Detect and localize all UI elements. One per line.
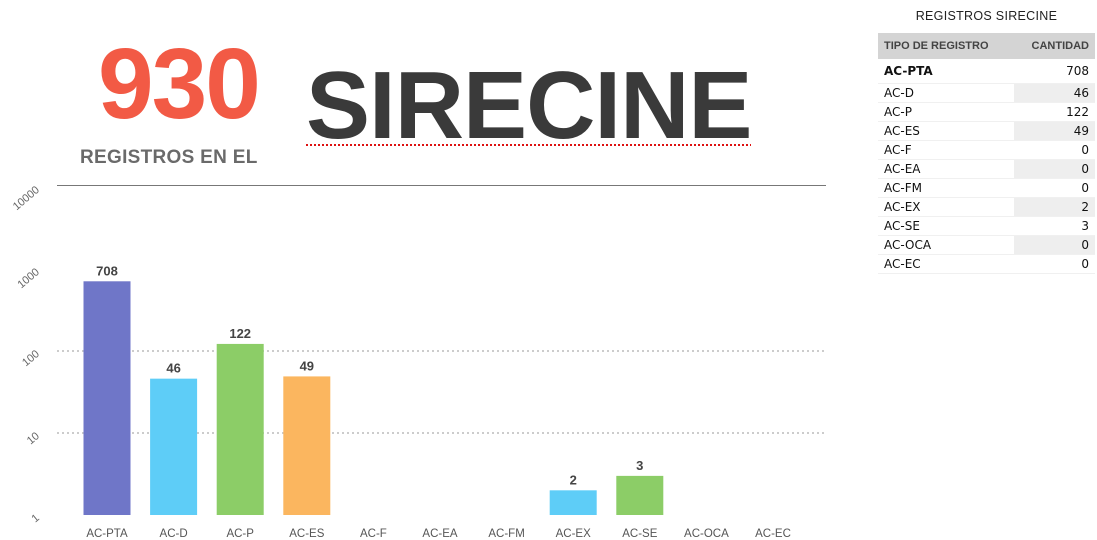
column-header-tipo: TIPO DE REGISTRO [878, 33, 1014, 59]
y-tick-label: 10 [25, 430, 42, 447]
x-tick-label: AC-D [160, 528, 188, 540]
table-row: AC-EC 0 [878, 254, 1095, 274]
x-tick-label: AC-ES [289, 528, 324, 540]
table-cell-tipo: AC-F [878, 140, 1014, 160]
table-cell-tipo: AC-EC [878, 254, 1014, 274]
table-row: AC-OCA 0 [878, 235, 1095, 255]
summary-table: TIPO DE REGISTRO CANTIDAD AC-PTA 708 AC-D 4… [878, 33, 1095, 274]
x-tick-label: AC-P [226, 528, 254, 540]
table-row: AC-ES 49 [878, 121, 1095, 141]
table-cell-tipo: AC-D [878, 83, 1014, 103]
table-cell-cantidad: 708 [1013, 59, 1095, 84]
table-cell-cantidad: 0 [1013, 178, 1095, 198]
table-cell-tipo: AC-EA [878, 159, 1014, 179]
data-label: 49 [300, 358, 314, 373]
bar [216, 343, 264, 515]
table-title: REGISTROS SIRECINE [915, 9, 1058, 23]
summary-table-panel: REGISTROS SIRECINE TIPO DE REGISTRO CANT… [878, 0, 1095, 274]
table-cell-cantidad: 49 [1013, 121, 1095, 141]
table-cell-tipo: AC-FM [878, 178, 1014, 198]
bar [283, 376, 331, 515]
table-row: AC-PTA 708 [878, 59, 1095, 84]
bar [150, 378, 198, 515]
table-cell-cantidad: 0 [1013, 235, 1095, 255]
table-row: AC-SE 3 [878, 216, 1095, 236]
bar [549, 490, 597, 515]
x-tick-label: AC-EA [422, 528, 457, 540]
x-tick-label: AC-EC [755, 528, 791, 540]
table-cell-tipo: AC-PTA [878, 59, 1014, 84]
y-tick-label: 1 [30, 512, 42, 525]
table-cell-tipo: AC-OCA [878, 235, 1014, 255]
bar [83, 281, 131, 515]
y-tick-label: 10000 [11, 184, 42, 213]
table-row: AC-D 46 [878, 83, 1095, 103]
subtitle: REGISTROS EN EL [80, 147, 258, 168]
bar [616, 475, 664, 515]
table-cell-tipo: AC-P [878, 102, 1014, 122]
table-cell-cantidad: 0 [1013, 159, 1095, 179]
table-row: AC-EX 2 [878, 197, 1095, 217]
table-cell-cantidad: 122 [1013, 102, 1095, 122]
table-cell-tipo: AC-ES [878, 121, 1014, 141]
x-tick-label: AC-OCA [684, 528, 729, 540]
data-label: 2 [570, 472, 577, 487]
table-row: AC-EA 0 [878, 159, 1095, 179]
table-header-row: TIPO DE REGISTRO CANTIDAD [878, 33, 1095, 59]
table-cell-cantidad: 46 [1013, 83, 1095, 103]
data-label: 3 [636, 458, 643, 473]
y-tick-label: 100 [20, 348, 42, 369]
table-row: AC-FM 0 [878, 178, 1095, 198]
table-cell-cantidad: 2 [1013, 197, 1095, 217]
y-tick-label: 1000 [15, 266, 41, 291]
table-cell-tipo: AC-EX [878, 197, 1014, 217]
table-cell-cantidad: 3 [1013, 216, 1095, 236]
table-row: AC-P 122 [878, 102, 1095, 122]
table-row: AC-F 0 [878, 140, 1095, 160]
total-count: 930 [98, 28, 261, 140]
bar-chart: 1 10 100 1000 10000 708 AC-PTA 46 AC-D 122 AC-P 49 A… [11, 184, 826, 540]
table-cell-cantidad: 0 [1013, 140, 1095, 160]
x-tick-label: AC-FM [488, 528, 524, 540]
column-header-cantidad: CANTIDAD [1013, 33, 1095, 59]
page-title: SIRECINE [306, 52, 752, 159]
x-tick-label: AC-EX [556, 528, 591, 540]
table-cell-tipo: AC-SE [878, 216, 1014, 236]
x-tick-label: AC-PTA [86, 528, 128, 540]
x-tick-label: AC-SE [622, 528, 657, 540]
x-tick-label: AC-F [360, 528, 387, 540]
data-label: 708 [96, 263, 118, 278]
title-rule [57, 185, 826, 186]
table-body: AC-PTA 708 AC-D 46 AC-P 122 AC-ES 49 AC-F 0 AC-EA 0… [878, 59, 1095, 274]
table-cell-cantidad: 0 [1013, 254, 1095, 274]
data-label: 46 [166, 361, 180, 376]
data-label: 122 [229, 326, 251, 341]
